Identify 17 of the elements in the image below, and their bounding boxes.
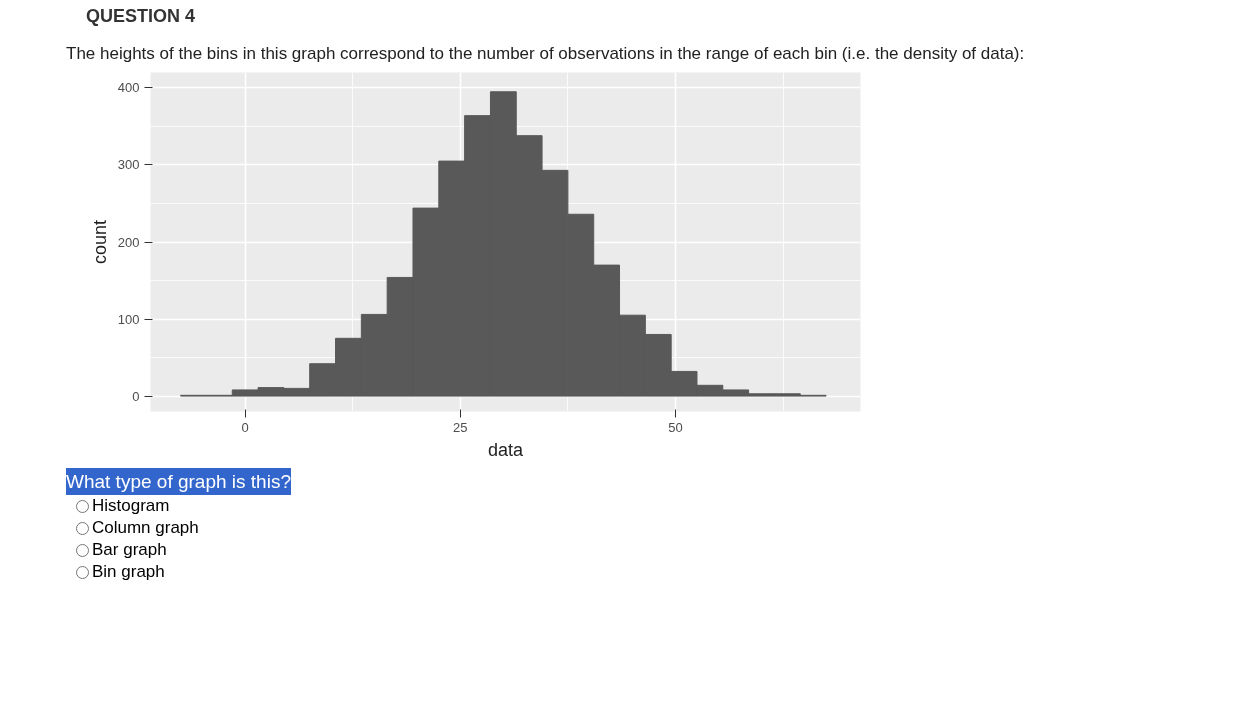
x-tick-label: 25 xyxy=(453,419,468,435)
text: Column graph xyxy=(92,518,199,538)
x-axis-title: data xyxy=(487,439,525,460)
x-tick-label: 50 xyxy=(668,419,683,435)
chart-subtitle: The heights of the bins in this graph correspond to the number of observations in the range of each bin (i.e. the density of data): xyxy=(66,42,1025,65)
chart-title: QUESTION 4 xyxy=(86,5,196,28)
y-axis-title: count xyxy=(89,219,110,264)
text: Histogram xyxy=(92,496,170,516)
text: What type of graph is this? xyxy=(66,467,291,496)
y-tick-label: 0 xyxy=(132,388,140,404)
x-tick-label: 0 xyxy=(241,419,249,435)
y-tick-label: 400 xyxy=(117,80,140,96)
text: Bin graph xyxy=(92,562,165,582)
text: Bar graph xyxy=(92,540,167,560)
y-tick-label: 200 xyxy=(117,234,140,250)
y-tick-label: 100 xyxy=(117,311,140,327)
y-tick-label: 300 xyxy=(117,157,140,173)
